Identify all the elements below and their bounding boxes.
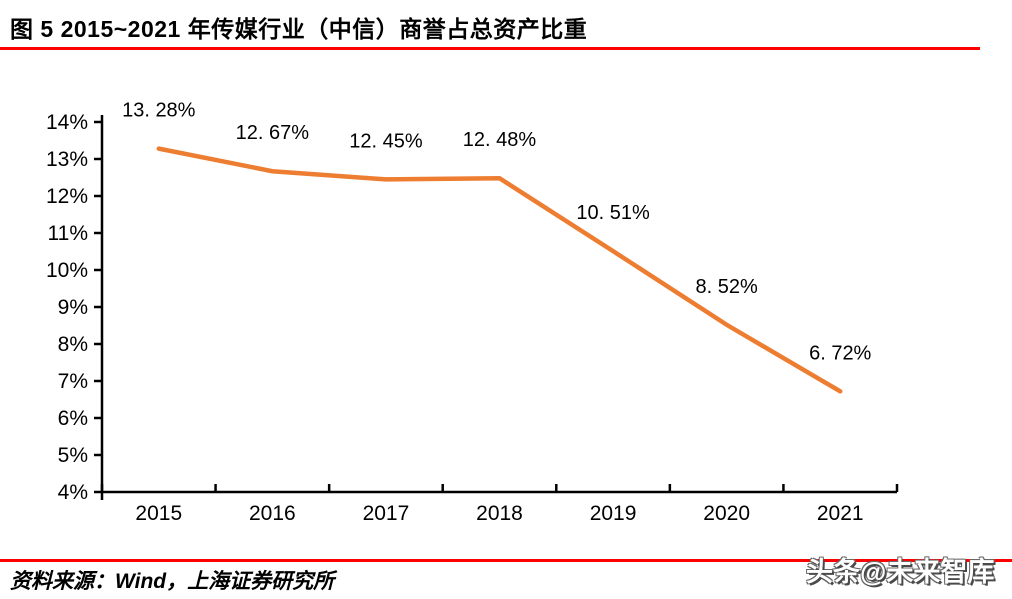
y-axis-tick-label: 12%	[46, 185, 88, 208]
data-point-label: 6. 72%	[809, 342, 871, 364]
y-axis-tick-label: 11%	[48, 222, 88, 245]
y-axis-tick-label: 10%	[46, 259, 88, 282]
y-axis-tick-label: 4%	[58, 481, 88, 504]
data-point-label: 13. 28%	[122, 100, 196, 122]
x-axis-tick-label: 2015	[135, 502, 182, 525]
data-point-label: 12. 67%	[236, 122, 310, 144]
title-underline-rule	[0, 47, 980, 50]
x-axis-tick-label: 2019	[590, 502, 637, 525]
data-point-label: 8. 52%	[696, 276, 758, 298]
x-axis-tick-label: 2020	[703, 502, 750, 525]
toutiao-watermark: 头条@未来智库	[806, 557, 995, 587]
data-point-label: 10. 51%	[576, 202, 650, 224]
data-source-note: 资料来源：Wind，上海证券研究所	[10, 570, 335, 593]
footer-divider-rule	[0, 559, 1012, 562]
x-axis-tick-label: 2016	[249, 502, 296, 525]
x-axis-tick-label: 2018	[476, 502, 523, 525]
data-point-label: 12. 48%	[463, 129, 537, 151]
x-axis-tick-label: 2021	[817, 502, 864, 525]
y-axis-tick-label: 5%	[58, 444, 88, 467]
y-axis-tick-label: 8%	[58, 333, 88, 356]
y-axis-tick-label: 6%	[58, 407, 88, 430]
x-axis-tick-label: 2017	[363, 502, 410, 525]
y-axis-tick-label: 9%	[58, 296, 88, 319]
figure-title: 图 5 2015~2021 年传媒行业（中信）商誉占总资产比重	[10, 16, 588, 42]
series-line-goodwill-ratio	[156, 146, 843, 394]
data-point-label: 12. 45%	[349, 130, 423, 152]
y-axis-tick-label: 7%	[58, 370, 88, 393]
y-axis-tick-label: 13%	[46, 148, 88, 171]
y-axis-tick-label: 14%	[46, 111, 88, 134]
